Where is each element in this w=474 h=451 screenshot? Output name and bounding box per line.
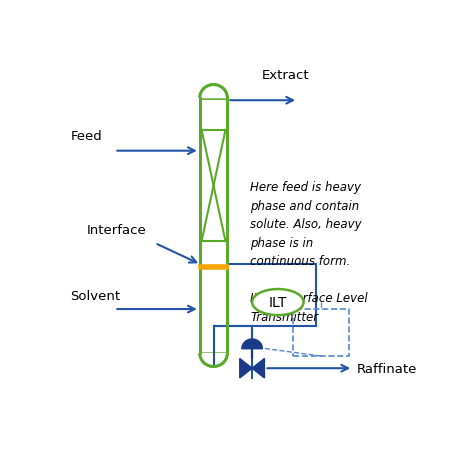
Text: ILT: ILT bbox=[269, 295, 287, 309]
Text: Feed: Feed bbox=[70, 130, 102, 143]
Text: Interface: Interface bbox=[87, 223, 146, 236]
Bar bbox=[292, 309, 349, 356]
Polygon shape bbox=[240, 359, 252, 378]
Text: Solvent: Solvent bbox=[70, 290, 120, 303]
Text: Extract: Extract bbox=[261, 69, 309, 82]
Wedge shape bbox=[200, 85, 228, 98]
Bar bbox=[200, 98, 228, 354]
Text: Here feed is heavy
phase and contain
solute. Also, heavy
phase is in
continuous : Here feed is heavy phase and contain sol… bbox=[250, 181, 368, 323]
Text: Raffinate: Raffinate bbox=[357, 362, 417, 375]
Wedge shape bbox=[200, 354, 228, 367]
Polygon shape bbox=[252, 359, 264, 378]
Ellipse shape bbox=[252, 290, 303, 315]
Wedge shape bbox=[242, 339, 263, 349]
